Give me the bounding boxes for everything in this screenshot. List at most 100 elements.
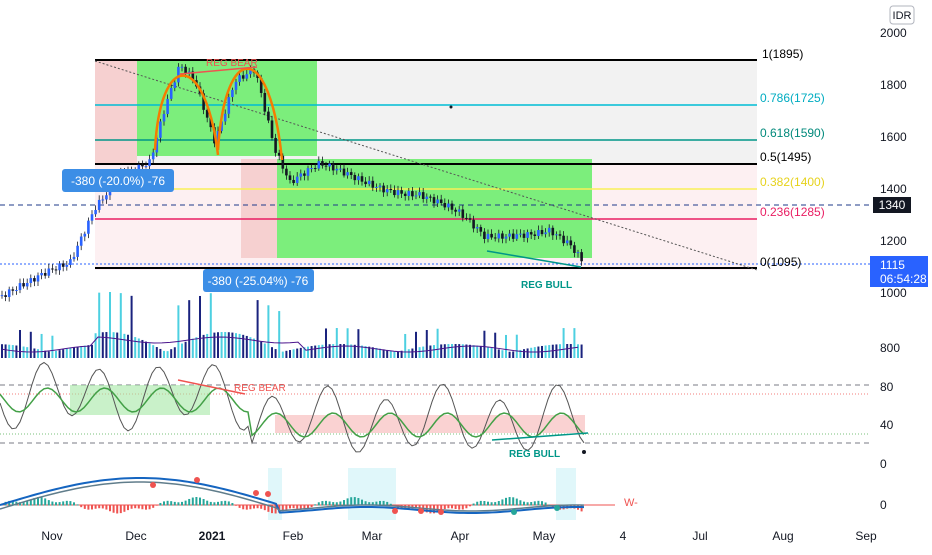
candle-body [205, 109, 209, 118]
volume-bar [296, 348, 299, 358]
macd-histogram-bar [321, 501, 324, 506]
candle-body [72, 256, 76, 260]
candle-body [360, 176, 364, 182]
price-marker-last[interactable]: 1115 06:54:28 [870, 256, 928, 287]
volume-bar [263, 343, 266, 358]
candle-body [551, 227, 555, 236]
candle-body [324, 165, 328, 167]
macd-histogram-bar [292, 505, 295, 509]
candle-body [346, 172, 349, 176]
candle-body [526, 232, 529, 238]
candle-body [558, 234, 562, 236]
candle-body [292, 179, 295, 184]
macd-histogram-bar [443, 505, 446, 510]
volume-bar [202, 334, 205, 358]
macd-histogram-bar [112, 505, 115, 513]
macd-histogram-bar [87, 505, 90, 510]
volume-bar [523, 349, 525, 358]
macd-histogram-bar [523, 501, 525, 506]
x-tick: Mar [362, 529, 383, 543]
candle-body [202, 93, 205, 110]
candle-body [371, 180, 375, 188]
pattern-arc [153, 74, 220, 156]
box-green-zone [137, 61, 317, 156]
macd-histogram-bar [281, 505, 284, 512]
candle-body [54, 269, 58, 271]
macd-histogram-bar [195, 497, 198, 506]
price-marker-1340[interactable]: 1340 [873, 197, 911, 213]
candle-body [101, 199, 105, 201]
macd-histogram-bar [497, 501, 500, 506]
volume-bar [37, 349, 39, 358]
candle-body [389, 188, 393, 191]
volume-bar [253, 338, 255, 358]
volume-bar [285, 350, 288, 358]
macd-histogram-bar [47, 500, 50, 506]
volume-bar [335, 328, 338, 358]
macd-histogram-bar [19, 502, 21, 506]
volume-bar [361, 345, 363, 358]
macd-histogram-bar [350, 497, 353, 506]
macd-histogram-bar [137, 505, 140, 509]
candle-body [4, 295, 7, 297]
candle-body [162, 114, 166, 122]
candle-body [411, 191, 414, 197]
volume-bar [51, 335, 54, 358]
candle-body [270, 120, 274, 138]
osc-d-line [0, 387, 585, 438]
candle-body [87, 220, 90, 234]
candle-body [29, 278, 33, 283]
macd-histogram-bar [260, 505, 263, 509]
volume-bar [220, 332, 223, 358]
candle-body [403, 193, 407, 196]
price-axis[interactable]: 2000 1800 1600 1400 1200 1000 800 80 40 … [880, 26, 907, 512]
volume-bar [393, 351, 396, 358]
macd-histogram-bar [519, 500, 522, 506]
osc-reg-bear-label: REG BEAR [234, 383, 286, 394]
volume-bar [44, 350, 47, 358]
macd-histogram-bar [206, 500, 209, 506]
volume-bar [271, 347, 273, 358]
volume-bar [465, 344, 468, 358]
candle-body [565, 240, 569, 244]
fib-label: 0.236(1285) [760, 205, 825, 219]
volume-bar [47, 351, 50, 358]
measure-label-1[interactable]: -380 (-20.0​%) -76 [62, 169, 174, 192]
volume-bar [15, 345, 18, 358]
candle-body [580, 252, 583, 262]
volume-bar [397, 351, 399, 358]
macd-histogram-bar [411, 505, 414, 509]
candle-body [400, 190, 403, 194]
macd-histogram-bar [353, 497, 356, 506]
candle-body [209, 117, 213, 128]
macd-line [0, 476, 585, 514]
measure-label-2[interactable]: -380 (-25.04%) -76 [203, 269, 314, 292]
currency-badge[interactable]: IDR [889, 5, 915, 25]
time-axis[interactable]: Nov Dec 2021 Feb Mar Apr May 4 Jul Aug S… [41, 529, 877, 543]
x-tick: 4 [620, 529, 627, 543]
volume-bar [238, 333, 241, 358]
candle-body [43, 273, 47, 276]
macd-histogram-bar [209, 501, 212, 506]
macd-histogram-bar [299, 505, 302, 510]
last-price-label: 1115 [880, 258, 905, 272]
volume-bar [368, 346, 371, 358]
fib-label: 0(1095) [760, 255, 801, 269]
macd-histogram-bar [123, 505, 126, 512]
volume-bar [40, 333, 43, 358]
macd-histogram-bar [512, 497, 515, 506]
macd-histogram-bar [170, 501, 173, 506]
macd-histogram-bar [346, 498, 349, 506]
volume-bar [343, 344, 345, 358]
candle-body [15, 290, 18, 292]
macd-histogram-bar [371, 502, 374, 506]
volume-bar [177, 305, 180, 358]
volume-bar [242, 334, 245, 358]
macd-histogram-bar [263, 505, 266, 511]
candle-body [295, 176, 299, 184]
candle-body [0, 295, 4, 297]
macd-histogram-bar [580, 505, 583, 512]
macd-cross-dot [150, 482, 156, 488]
volume-bar [357, 329, 360, 358]
